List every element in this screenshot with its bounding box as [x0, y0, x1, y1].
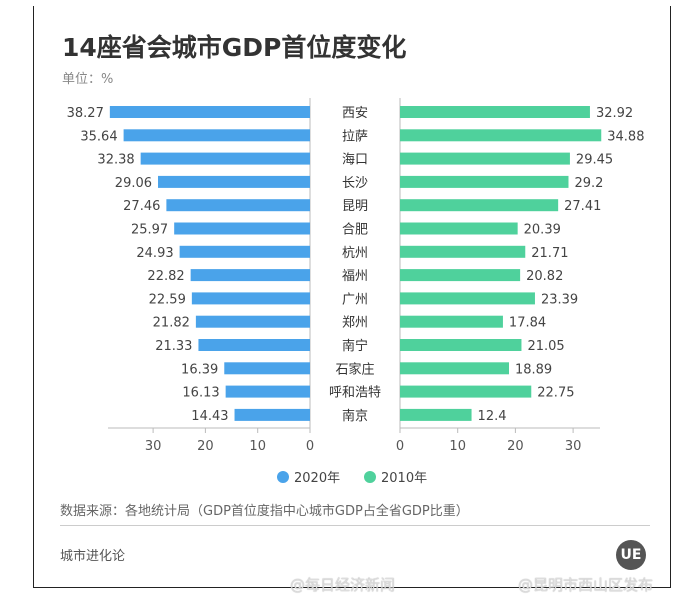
category-label-13: 南京 — [342, 408, 368, 424]
label-2010-2: 29.45 — [576, 153, 613, 168]
label-2020-10: 21.33 — [155, 339, 192, 354]
bar-2010-5 — [400, 222, 518, 235]
left-tick-label-0: 0 — [306, 439, 314, 454]
bar-2010-9 — [400, 315, 503, 328]
label-2010-0: 32.92 — [596, 106, 633, 121]
bar-2020-11 — [224, 362, 310, 375]
bar-2010-4 — [400, 199, 559, 212]
bar-2010-10 — [400, 339, 522, 351]
bar-2020-12 — [225, 385, 310, 398]
label-2020-6: 24.93 — [136, 246, 173, 261]
bar-2010-3 — [400, 175, 569, 188]
bar-2020-4 — [166, 199, 310, 212]
category-label-6: 杭州 — [342, 246, 368, 261]
bar-2020-2 — [140, 152, 310, 165]
divider — [60, 525, 650, 526]
label-2010-1: 34.88 — [607, 129, 644, 144]
legend-label-0: 2020年 — [294, 471, 340, 486]
label-2010-3: 29.2 — [574, 176, 603, 191]
label-2010-9: 17.84 — [509, 316, 546, 331]
bar-2020-3 — [158, 175, 310, 188]
label-2010-11: 18.89 — [515, 362, 552, 377]
category-label-4: 昆明 — [342, 199, 368, 214]
label-2020-5: 25.97 — [131, 223, 168, 238]
category-label-8: 广州 — [342, 292, 368, 307]
label-2010-8: 23.39 — [541, 292, 578, 307]
bar-2020-0 — [109, 106, 310, 118]
left-tick-label-20: 20 — [197, 439, 214, 454]
brand-name: 城市进化论 — [60, 549, 126, 564]
label-2010-7: 20.82 — [526, 269, 563, 284]
bar-2020-9 — [195, 315, 310, 328]
bar-2010-13 — [400, 408, 472, 421]
category-label-11: 石家庄 — [335, 361, 374, 377]
bar-2010-6 — [400, 245, 526, 258]
legend-label-1: 2010年 — [381, 471, 427, 486]
bar-2010-8 — [400, 292, 535, 305]
bar-2010-2 — [400, 152, 570, 165]
category-label-12: 呼和浩特 — [329, 386, 381, 401]
right-tick-label-0: 0 — [396, 439, 404, 454]
bar-2020-1 — [123, 129, 310, 142]
label-2020-3: 29.06 — [115, 176, 152, 191]
bar-2020-7 — [190, 269, 310, 282]
bar-2020-6 — [179, 245, 310, 258]
label-2020-11: 16.39 — [181, 362, 218, 377]
category-label-7: 福州 — [342, 269, 368, 284]
label-2010-5: 20.39 — [524, 223, 561, 238]
bar-2020-13 — [234, 408, 310, 421]
label-2010-12: 22.75 — [537, 386, 574, 401]
label-2020-1: 35.64 — [80, 129, 117, 144]
left-tick-label-10: 10 — [249, 439, 266, 454]
left-tick-label-30: 30 — [145, 439, 162, 454]
label-2010-4: 27.41 — [564, 199, 601, 214]
bar-2010-11 — [400, 362, 509, 375]
bar-2010-12 — [400, 385, 532, 398]
category-label-9: 郑州 — [342, 316, 368, 331]
category-label-0: 西安 — [342, 106, 368, 121]
category-label-1: 拉萨 — [342, 129, 368, 144]
watermark-1: @每日经济新闻 — [290, 576, 396, 594]
category-label-5: 合肥 — [342, 223, 368, 238]
bar-2020-8 — [191, 292, 310, 305]
label-2020-7: 22.82 — [147, 269, 184, 284]
legend-marker-0 — [277, 471, 289, 483]
bar-2010-1 — [400, 129, 602, 142]
data-source: 数据来源：各地统计局（GDP首位度指中心城市GDP占全省GDP比重） — [60, 504, 469, 519]
bar-2010-0 — [400, 106, 590, 118]
category-label-2: 海口 — [342, 153, 368, 168]
label-2020-12: 16.13 — [182, 386, 219, 401]
label-2020-4: 27.46 — [123, 199, 160, 214]
brand-logo: UE — [616, 540, 646, 570]
label-2020-2: 32.38 — [97, 153, 134, 168]
label-2010-10: 21.05 — [527, 339, 564, 354]
label-2020-0: 38.27 — [67, 106, 104, 121]
bar-2020-5 — [174, 222, 310, 235]
category-label-10: 南宁 — [342, 338, 368, 354]
right-tick-label-10: 10 — [449, 439, 466, 454]
right-tick-label-20: 20 — [507, 439, 524, 454]
unit-label: 单位：% — [62, 72, 114, 87]
bar-2010-7 — [400, 269, 521, 282]
label-2020-9: 21.82 — [153, 316, 190, 331]
label-2020-13: 14.43 — [191, 409, 228, 424]
legend-marker-1 — [364, 471, 376, 483]
bar-2020-10 — [198, 339, 310, 351]
watermark-2: @昆明市西山区发布 — [518, 576, 654, 594]
label-2010-6: 21.71 — [531, 246, 568, 261]
chart-frame — [33, 6, 671, 588]
label-2020-8: 22.59 — [149, 292, 186, 307]
category-label-3: 长沙 — [342, 176, 368, 191]
chart-title: 14座省会城市GDP首位度变化 — [62, 33, 407, 62]
right-tick-label-30: 30 — [565, 439, 582, 454]
label-2010-13: 12.4 — [478, 409, 507, 424]
